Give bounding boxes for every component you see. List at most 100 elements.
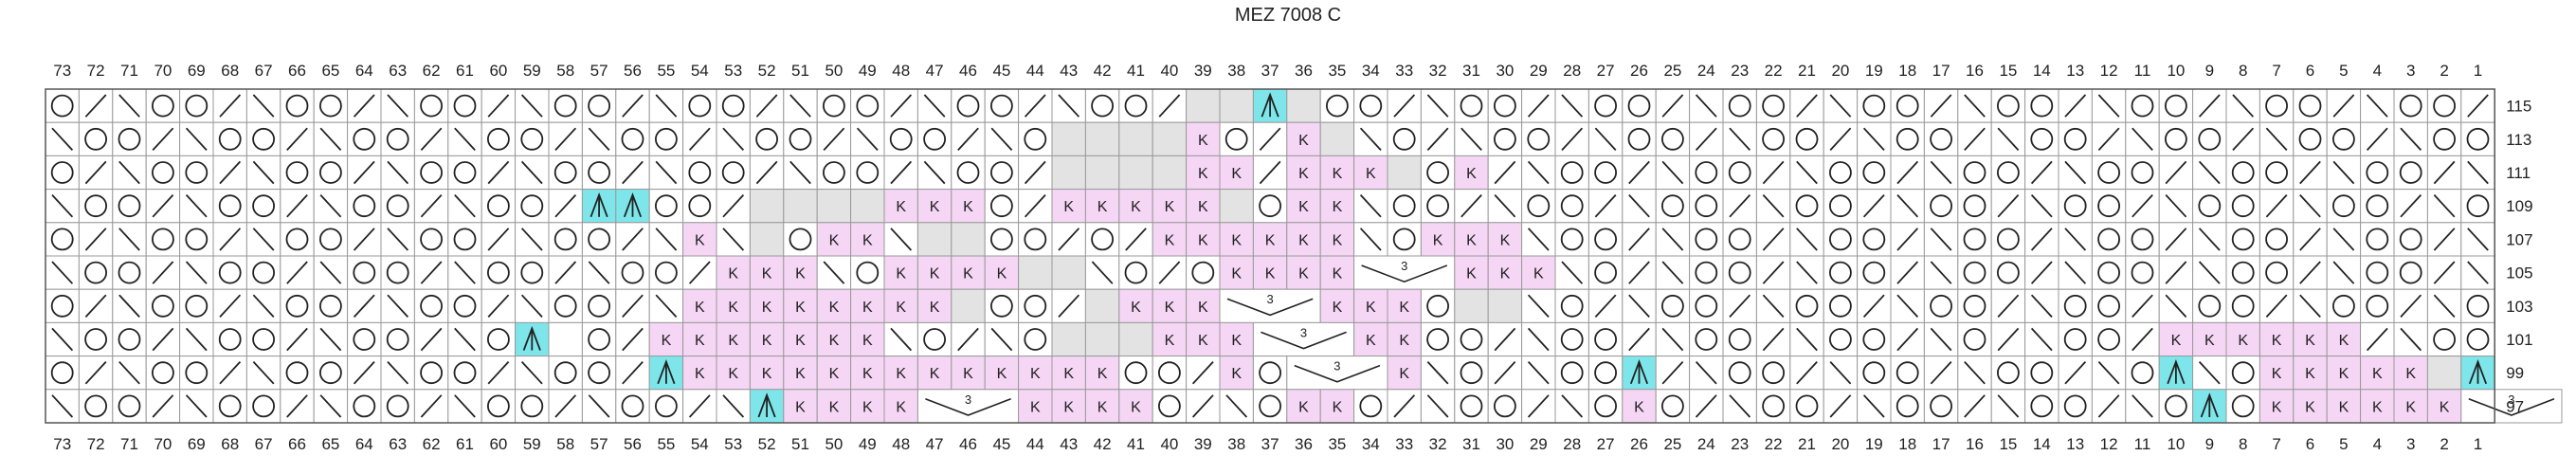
stitch-cell [2360,189,2395,224]
stitch-cell [2326,121,2362,156]
column-number-top: 53 [724,62,742,80]
ssk-symbol [1964,94,1986,118]
stitch-cell [313,155,349,191]
column-number-bottom: 37 [1261,435,1279,453]
column-number-bottom: 7 [2272,435,2280,453]
column-number-bottom: 9 [2205,435,2214,453]
ssk-symbol [923,94,946,118]
yarn-over-symbol [1392,127,1416,151]
k-symbol: K [695,300,705,316]
yarn-over-symbol [621,261,644,284]
k2tog-symbol [957,127,979,152]
k-symbol: K [728,333,738,349]
stitch-cell [2024,121,2059,156]
yarn-over-symbol [1728,361,1751,385]
stitch-cell [984,356,1020,391]
ssk-symbol [454,327,476,352]
ssk-symbol [454,127,476,152]
yarn-over-symbol [353,194,376,218]
column-number-top: 62 [423,62,441,80]
yarn-over-symbol [1594,161,1617,184]
stitch-cell [1521,121,1556,156]
stitch-cell [1890,88,1925,123]
yarn-over-symbol [1560,228,1584,251]
yarn-over-symbol [1829,194,1852,218]
yarn-over-symbol [1024,294,1047,318]
yarn-over-symbol [50,161,74,184]
yarn-over-symbol [420,228,444,251]
yarn-over-symbol [2466,194,2490,218]
yarn-over-symbol [2063,127,2087,151]
yarn-over-symbol [2063,194,2087,218]
stitch-cell [1587,222,1624,257]
stitch-cell [413,356,449,391]
yarn-over-symbol [956,94,980,118]
stitch-cell [682,155,717,191]
stitch-cell [2058,121,2093,156]
yarn-over-symbol [2466,328,2490,351]
ssk-symbol [252,228,275,251]
stitch-cell [2360,288,2395,323]
k2tog-symbol [2299,228,2321,251]
k2tog-symbol [487,294,510,319]
k-symbol: K [2305,333,2315,349]
column-number-bottom: 26 [1630,435,1648,453]
column-number-bottom: 60 [489,435,507,453]
stitch-cell [280,288,315,323]
k2tog-symbol [286,193,308,218]
column-number-top: 6 [2306,62,2314,80]
k-symbol: K [896,199,906,215]
stitch-cell [749,222,785,257]
row-number: 99 [2506,364,2524,382]
yarn-over-symbol [386,394,409,418]
stitch-cell [1789,121,1824,156]
stitch-cell [2259,321,2295,357]
yarn-over-symbol [2030,127,2054,151]
yarn-over-symbol [1191,261,1215,284]
ssk-symbol [252,294,275,319]
stitch-cell [212,121,247,156]
k-symbol: K [1298,232,1309,248]
stitch-cell [1487,121,1523,156]
ssk-symbol [51,327,74,352]
yarn-over-symbol [1158,394,1181,418]
stitch-cell [2125,88,2160,123]
stitch-cell [850,155,885,191]
stitch-cell [816,389,852,424]
column-number-bottom: 61 [456,435,474,453]
stitch-cell [280,222,315,257]
stitch-cell [1152,189,1188,224]
stitch-cell [2091,255,2127,290]
k2tog-symbol [1896,160,1919,185]
yarn-over-symbol [2265,228,2289,251]
yarn-over-symbol [2198,294,2222,318]
k-symbol: K [1131,300,1141,316]
stitch-cell [212,321,247,357]
yarn-over-symbol [553,94,577,118]
ssk-symbol [1594,127,1617,152]
stitch-cell [1387,189,1422,224]
column-number-top: 69 [188,62,206,80]
yarn-over-symbol [84,394,107,418]
stitch-cell [1084,121,1120,156]
stitch-cell [581,155,617,191]
stitch-cell [179,288,214,323]
k2tog-symbol [554,193,577,218]
stitch-cell [1420,222,1456,257]
ssk-symbol [1527,160,1550,185]
stitch-cell [984,222,1020,257]
yarn-over-symbol [1024,228,1047,251]
column-number-top: 43 [1060,62,1078,80]
k-symbol: K [1198,133,1208,149]
k2tog-symbol [1896,228,1919,251]
yarn-over-symbol [118,328,141,351]
stitch-cell [850,389,885,424]
k-symbol: K [1165,232,1175,248]
yarn-over-symbol [655,394,678,418]
k2tog-symbol [622,360,644,385]
stitch-cell [2225,389,2260,424]
decrease-3-count: 3 [1401,259,1407,273]
k-symbol: K [896,300,906,316]
ssk-symbol [185,394,208,418]
ssk-symbol [923,160,946,185]
